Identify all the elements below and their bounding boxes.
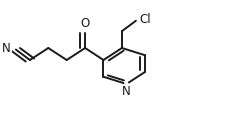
Text: N: N bbox=[2, 42, 11, 54]
Text: N: N bbox=[122, 85, 130, 98]
Text: O: O bbox=[80, 17, 89, 30]
Text: Cl: Cl bbox=[139, 13, 151, 26]
